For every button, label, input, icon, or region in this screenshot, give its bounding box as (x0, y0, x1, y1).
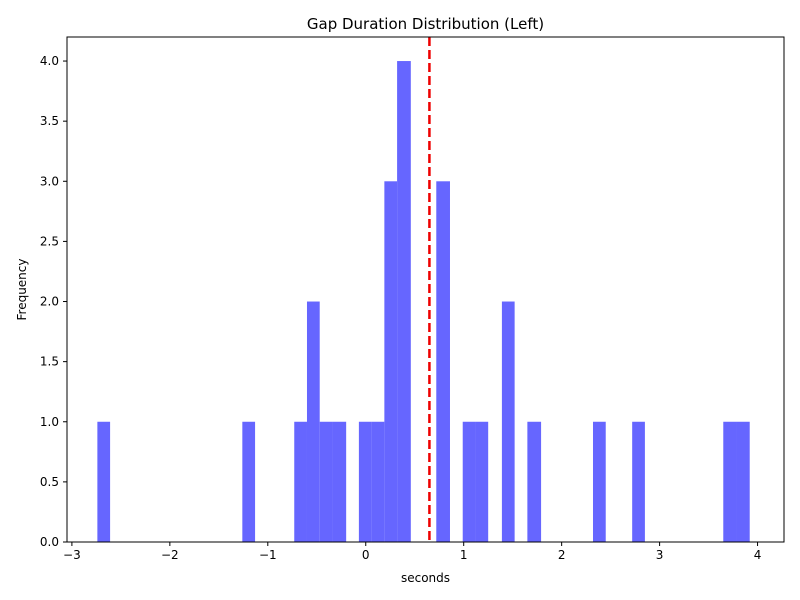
histogram-bar (592, 421, 606, 542)
x-axis-label: seconds (401, 571, 450, 585)
x-tick-label: 3 (656, 548, 664, 562)
x-tick-label: −2 (161, 548, 179, 562)
x-tick-label: 4 (754, 548, 762, 562)
histogram-bar (475, 421, 489, 542)
histogram-bar (501, 301, 515, 542)
x-tick-label: 0 (362, 548, 370, 562)
x-axis-ticks: −3 −2 −1 0 1 2 3 4 (63, 542, 761, 562)
histogram-bar (332, 421, 347, 542)
bars-group (97, 61, 750, 543)
y-axis-label: Frequency (15, 259, 29, 321)
x-tick-label: −3 (63, 548, 81, 562)
y-tick-label: 1.5 (40, 355, 59, 369)
y-tick-label: 1.0 (40, 415, 59, 429)
histogram-bar (462, 421, 476, 542)
histogram-bar (306, 301, 320, 542)
y-tick-label: 4.0 (40, 54, 59, 68)
histogram-bar (736, 421, 750, 542)
histogram-bar (384, 181, 398, 543)
histogram-bar (294, 421, 307, 542)
x-tick-label: 1 (460, 548, 468, 562)
plot-frame (66, 36, 785, 543)
histogram-bar (632, 421, 645, 542)
y-tick-label: 3.5 (40, 114, 59, 128)
histogram-bar (97, 421, 111, 542)
histogram-bar (371, 421, 385, 542)
y-tick-label: 3.0 (40, 174, 59, 188)
y-tick-label: 0.0 (40, 535, 59, 549)
histogram-bar (242, 421, 256, 542)
x-tick-label: 2 (558, 548, 566, 562)
y-tick-label: 0.5 (40, 475, 59, 489)
y-tick-label: 2.0 (40, 295, 59, 309)
chart-title: Gap Duration Distribution (Left) (307, 15, 544, 33)
y-axis-ticks: 0.0 0.5 1.0 1.5 2.0 2.5 3.0 3.5 4.0 (40, 54, 67, 549)
y-tick-label: 2.5 (40, 234, 59, 248)
histogram-bar (319, 421, 333, 542)
histogram-bar (358, 421, 372, 542)
x-tick-label: −1 (259, 548, 277, 562)
histogram-bar (527, 421, 542, 542)
histogram-bar (397, 61, 411, 543)
histogram-bar (436, 181, 450, 543)
histogram-bar (723, 421, 737, 542)
